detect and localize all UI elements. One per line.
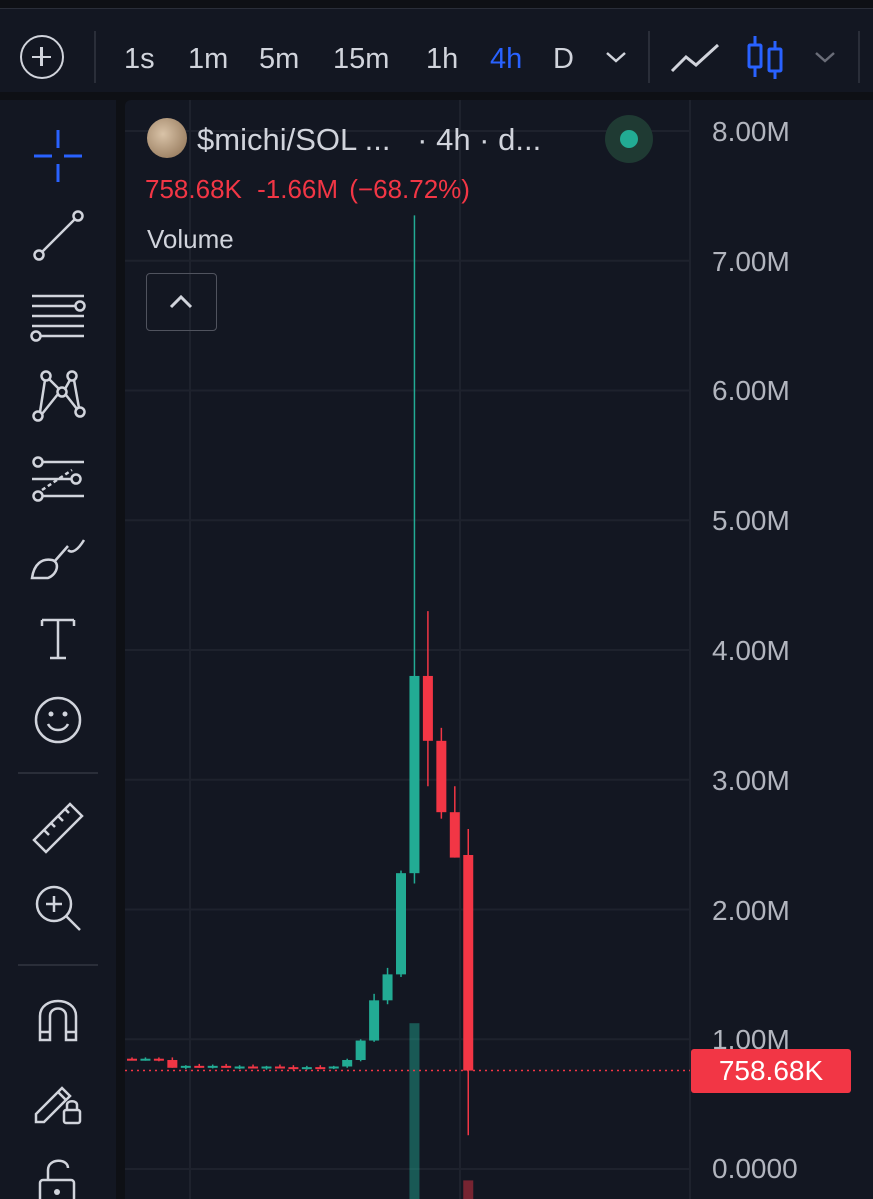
candle-body xyxy=(396,873,406,975)
candle-body xyxy=(301,1067,312,1070)
candle-body xyxy=(207,1065,218,1068)
timeframe-1m[interactable]: 1m xyxy=(188,43,229,75)
trendline-icon[interactable] xyxy=(28,206,88,266)
line-chart-icon[interactable] xyxy=(668,37,724,84)
text-icon[interactable] xyxy=(28,608,88,668)
timeframe-15m[interactable]: 15m xyxy=(333,43,390,75)
legend-values: 758.68K -1.66M (−68.72%) xyxy=(145,174,470,205)
price-axis-label: 0.0000 xyxy=(712,1153,798,1184)
timeframe-1s[interactable]: 1s xyxy=(124,43,155,75)
drawing-toolbar xyxy=(0,100,116,1199)
volume-indicator-label[interactable]: Volume xyxy=(147,224,234,254)
ruler-icon[interactable] xyxy=(28,798,88,858)
volume-bar xyxy=(409,1023,420,1199)
candle-body xyxy=(382,974,393,1001)
candle-body xyxy=(436,740,447,813)
chevron-down-icon[interactable] xyxy=(812,47,838,72)
brush-icon[interactable] xyxy=(28,528,88,588)
toolbar-divider xyxy=(858,31,860,83)
fib-icon[interactable] xyxy=(28,286,88,346)
change-value: -1.66M xyxy=(257,174,339,204)
candle-body xyxy=(369,1000,380,1041)
legend-title[interactable]: $michi/SOL ... · 4h · d... xyxy=(197,122,541,158)
candle-body xyxy=(140,1058,151,1061)
chevron-down-icon[interactable] xyxy=(603,47,629,72)
emoji-icon[interactable] xyxy=(28,690,88,750)
candle-body xyxy=(274,1066,285,1069)
candle-body xyxy=(261,1066,272,1069)
candle-body xyxy=(342,1060,353,1067)
price-axis-label: 6.00M xyxy=(712,375,790,406)
timeframe-d[interactable]: D xyxy=(553,43,574,75)
candle-body xyxy=(167,1060,178,1068)
price-axis-label: 2.00M xyxy=(712,895,790,926)
timeframe-5m[interactable]: 5m xyxy=(259,43,300,75)
change-percent: (−68.72%) xyxy=(349,174,470,204)
candle-body xyxy=(221,1065,232,1068)
timeframe-toolbar: 1s 1m 5m 15m 1h 4h D xyxy=(0,8,873,92)
candle-body xyxy=(194,1065,205,1068)
price-axis-label: 3.00M xyxy=(712,765,790,796)
candle-body xyxy=(355,1040,366,1061)
current-price-tag: 758.68K xyxy=(691,1049,851,1093)
timeframe-4h[interactable]: 4h xyxy=(490,43,523,75)
pattern-icon[interactable] xyxy=(28,366,88,426)
candle-body xyxy=(234,1066,245,1069)
candle-body xyxy=(180,1065,191,1068)
candle-body xyxy=(422,675,433,741)
unlock-icon[interactable] xyxy=(28,1150,88,1199)
candle-body xyxy=(409,675,420,874)
candle-body xyxy=(315,1067,326,1070)
toolbar-divider xyxy=(648,31,650,83)
timeframe-1h[interactable]: 1h xyxy=(426,43,459,75)
candle-body xyxy=(328,1066,339,1069)
candle-body xyxy=(153,1058,164,1061)
candle-body xyxy=(449,812,460,858)
symbol-name: $michi/SOL ... xyxy=(197,122,391,157)
toolbar-divider xyxy=(18,772,98,774)
candle-body xyxy=(248,1066,259,1069)
chevron-up-icon xyxy=(169,294,193,309)
zoom-in-icon[interactable] xyxy=(28,878,88,938)
price-axis-label: 7.00M xyxy=(712,246,790,277)
market-status[interactable] xyxy=(605,115,653,163)
last-price: 758.68K xyxy=(145,174,242,204)
collapse-legend-button[interactable] xyxy=(146,273,217,331)
magnet-icon[interactable] xyxy=(28,990,88,1050)
candle-body xyxy=(463,855,474,1071)
toolbar-divider xyxy=(18,964,98,966)
interval-label: · 4h · d... xyxy=(417,122,542,157)
volume-bar xyxy=(463,1180,474,1199)
chart-pane[interactable]: $michi/SOL ... · 4h · d... 758.68K -1.66… xyxy=(125,100,873,1199)
crosshair-icon[interactable] xyxy=(28,126,88,186)
lock-drawings-icon[interactable] xyxy=(28,1070,88,1130)
token-avatar xyxy=(147,118,187,158)
add-circle-icon[interactable] xyxy=(20,35,64,79)
price-axis-label: 8.00M xyxy=(712,116,790,147)
live-status-dot xyxy=(620,130,638,148)
toolbar-divider xyxy=(94,31,96,83)
price-axis-label: 4.00M xyxy=(712,635,790,666)
candle-body xyxy=(127,1058,137,1061)
forecast-icon[interactable] xyxy=(28,448,88,508)
price-axis-label: 5.00M xyxy=(712,505,790,536)
candles-icon[interactable] xyxy=(745,33,785,88)
candle-body xyxy=(288,1067,299,1070)
price-chart[interactable] xyxy=(125,100,873,1199)
